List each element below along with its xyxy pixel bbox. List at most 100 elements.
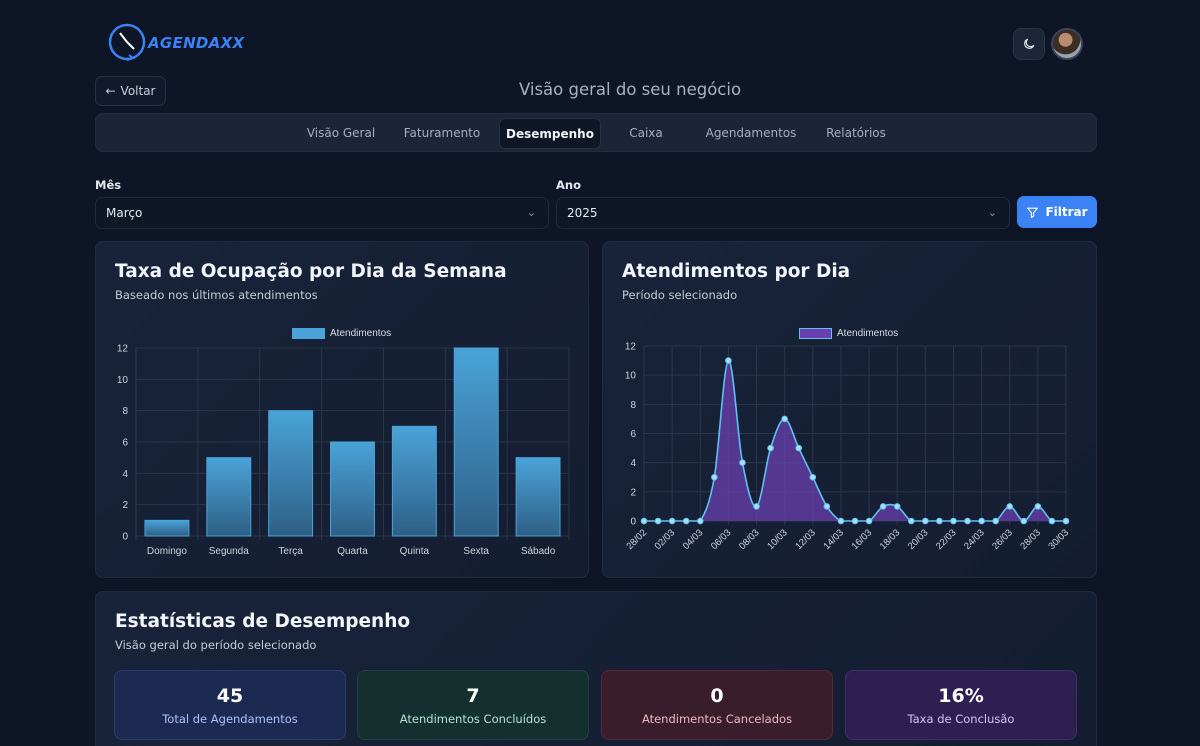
back-button-label: Voltar (120, 84, 156, 98)
point-15-03 (851, 517, 859, 525)
x-tick-label: 18/03 (878, 527, 903, 552)
x-tick-label: 28/03 (1018, 527, 1043, 552)
stat-total-appointments: 45 Total de Agendamentos (114, 670, 346, 740)
stat-value: 45 (216, 685, 244, 707)
section-tabs: Visão Geral Faturamento Desempenho Caixa… (95, 113, 1097, 152)
occupancy-title: Taxa de Ocupação por Dia da Semana (115, 261, 507, 282)
tab-visao-geral[interactable]: Visão Geral (306, 126, 376, 140)
point-19-03 (907, 517, 915, 525)
y-tick-label: 8 (122, 406, 128, 417)
point-20-03 (922, 517, 929, 525)
page-title: Visão geral do seu negócio (518, 80, 742, 99)
chevron-down-icon: ⌄ (526, 206, 536, 219)
x-tick-label: Sexta (463, 546, 489, 557)
theme-toggle-button[interactable] (1013, 28, 1045, 60)
line-atendimentos (644, 359, 1066, 522)
tab-relatorios[interactable]: Relatórios (826, 126, 886, 140)
y-tick-label: 8 (630, 400, 636, 411)
bar-segunda (206, 457, 252, 537)
moon-icon (1024, 38, 1035, 49)
stat-label: Total de Agendamentos (162, 712, 298, 726)
point-28-02 (640, 517, 648, 525)
stat-label: Atendimentos Concluídos (399, 712, 547, 726)
point-12-03 (809, 473, 817, 481)
x-tick-label: 28/02 (625, 527, 650, 552)
point-26-03 (1006, 503, 1014, 510)
stat-value: 7 (466, 685, 480, 707)
tab-caixa[interactable]: Caixa (629, 126, 663, 140)
bar-terça (268, 410, 314, 537)
y-tick-label: 6 (122, 438, 128, 449)
y-tick-label: 2 (122, 500, 128, 511)
x-tick-label: Quinta (400, 546, 430, 557)
app-logo[interactable]: AGENDAXX (107, 22, 244, 64)
stat-label: Taxa de Conclusão (907, 712, 1015, 726)
chevron-down-icon: ⌄ (987, 206, 997, 219)
filter-button[interactable]: Filtrar (1017, 196, 1097, 228)
point-10-03 (781, 415, 788, 423)
stat-value: 16% (938, 685, 984, 707)
x-tick-label: 24/03 (962, 527, 987, 552)
y-tick-label: 12 (625, 342, 637, 353)
y-tick-label: 0 (630, 517, 636, 528)
month-label: Mês (95, 178, 122, 192)
x-tick-label: Terça (278, 546, 303, 557)
y-tick-label: 10 (625, 371, 637, 382)
x-tick-label: 20/03 (906, 527, 931, 552)
back-button[interactable]: ← Voltar (95, 76, 166, 106)
x-tick-label: 06/03 (709, 527, 734, 552)
x-tick-label: 26/03 (990, 527, 1015, 552)
occupancy-bar-chart: 0 2 4 6 8 10 12 Domingo Segunda Terça Quarta Quinta… (117, 344, 570, 557)
user-avatar[interactable] (1051, 28, 1083, 60)
x-tick-label: Domingo (147, 546, 187, 557)
point-14-03 (837, 517, 845, 525)
y-tick-label: 6 (630, 429, 636, 440)
daily-subtitle: Período selecionado (622, 288, 738, 302)
point-18-03 (893, 503, 901, 510)
point-21-03 (936, 517, 943, 525)
daily-legend: Atendimentos (799, 328, 898, 339)
point-16-03 (865, 517, 873, 525)
x-tick-label: 02/03 (653, 527, 678, 552)
x-tick-label: Segunda (209, 546, 249, 557)
bar-quarta (330, 441, 375, 537)
x-tick-label: 10/03 (765, 527, 790, 552)
point-27-03 (1020, 517, 1028, 525)
stats-title: Estatísticas de Desempenho (115, 611, 411, 632)
point-08-03 (753, 503, 760, 510)
stat-label: Atendimentos Cancelados (641, 712, 793, 726)
year-label: Ano (556, 178, 581, 192)
point-06-03 (725, 357, 732, 364)
y-tick-label: 12 (117, 344, 129, 355)
month-select[interactable]: Março ⌄ (95, 197, 549, 229)
daily-card: Atendimentos por Dia Período selecionado… (602, 241, 1097, 578)
legend-label: Atendimentos (330, 328, 392, 339)
arrow-left-icon: ← (105, 84, 116, 98)
point-23-03 (964, 517, 971, 525)
tab-agendamentos[interactable]: Agendamentos (705, 126, 797, 140)
tab-desempenho[interactable]: Desempenho (499, 118, 601, 149)
y-tick-label: 10 (117, 375, 129, 386)
tab-faturamento[interactable]: Faturamento (403, 126, 481, 140)
occupancy-legend: Atendimentos (292, 328, 391, 339)
point-07-03 (739, 459, 746, 466)
y-tick-label: 4 (630, 458, 636, 469)
point-17-03 (879, 503, 887, 510)
x-tick-label: 14/03 (821, 527, 846, 552)
point-11-03 (795, 444, 803, 452)
point-09-03 (767, 444, 774, 452)
month-value: Março (106, 206, 143, 220)
point-25-03 (992, 517, 999, 525)
point-30-03 (1062, 517, 1070, 525)
x-tick-label: 08/03 (737, 527, 762, 552)
x-tick-label: Quarta (337, 546, 368, 557)
app-name: AGENDAXX (148, 34, 245, 52)
y-tick-label: 0 (122, 532, 128, 543)
point-29-03 (1048, 517, 1056, 525)
x-tick-label: 04/03 (681, 527, 706, 552)
occupancy-subtitle: Baseado nos últimos atendimentos (115, 288, 318, 302)
year-select[interactable]: 2025 ⌄ (556, 197, 1010, 229)
point-22-03 (950, 517, 957, 525)
clock-logo-icon (108, 23, 146, 61)
